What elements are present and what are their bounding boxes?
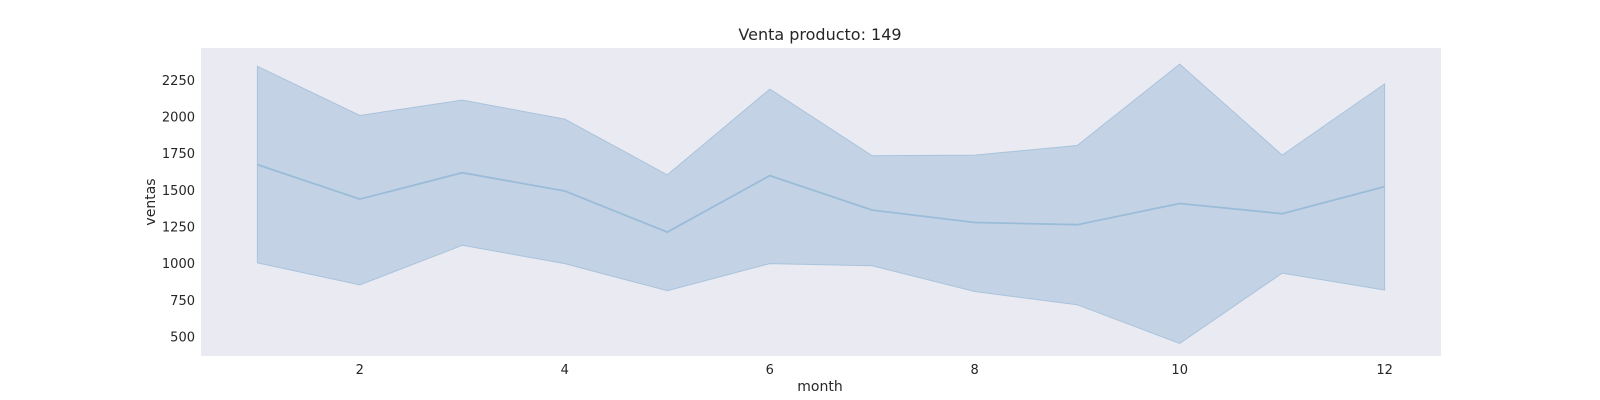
y-tick-label: 2250 bbox=[162, 74, 195, 89]
y-axis-label: ventas bbox=[143, 178, 159, 225]
chart-title: Venta producto: 149 bbox=[738, 25, 901, 44]
series-line-layer bbox=[257, 163, 1385, 234]
y-tick-label: 1250 bbox=[162, 220, 195, 235]
x-tick-label: 10 bbox=[1171, 363, 1188, 378]
x-tick-labels: 2 4 6 8 10 12 bbox=[356, 363, 1393, 378]
y-tick-labels: 500 750 1000 1250 1500 1750 2000 2250 bbox=[162, 74, 195, 346]
x-tick-label: 2 bbox=[356, 363, 364, 378]
y-tick-label: 1500 bbox=[162, 184, 195, 199]
confidence-band-layer bbox=[256, 63, 1386, 345]
series-line-0 bbox=[257, 163, 1385, 234]
x-tick-label: 4 bbox=[561, 363, 569, 378]
y-tick-label: 2000 bbox=[162, 110, 195, 125]
y-tick-label: 750 bbox=[170, 294, 195, 309]
y-tick-label: 500 bbox=[170, 330, 195, 345]
confidence-band bbox=[256, 63, 1386, 345]
x-tick-label: 8 bbox=[971, 363, 979, 378]
y-tick-label: 1000 bbox=[162, 257, 195, 272]
x-tick-label: 12 bbox=[1376, 363, 1393, 378]
x-tick-label: 6 bbox=[766, 363, 774, 378]
x-axis-label: month bbox=[797, 379, 842, 395]
y-tick-label: 1750 bbox=[162, 147, 195, 162]
